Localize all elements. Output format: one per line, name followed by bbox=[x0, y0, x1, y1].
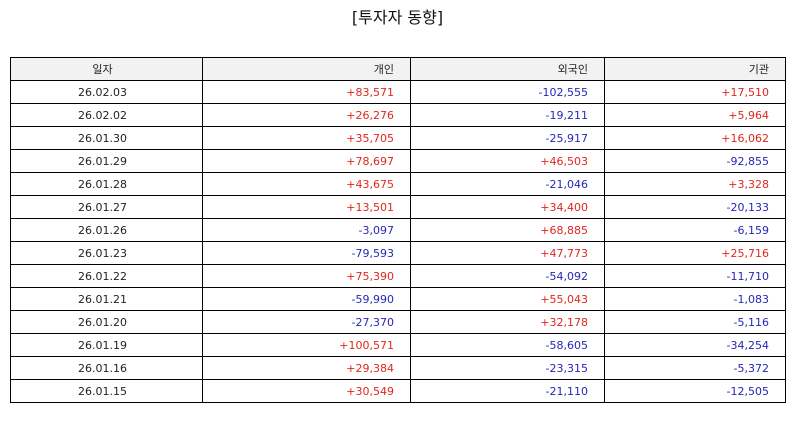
table-row: 26.01.15 +30,549 -21,110 -12,505 bbox=[10, 379, 786, 403]
table-row: 26.01.29 +78,697 +46,503 -92,855 bbox=[10, 149, 786, 173]
investor-trend-table: 일자 개인 외국인 기관 26.02.03 +83,571 -102,555 +17,… bbox=[10, 57, 786, 403]
header-row: 일자 개인 외국인 기관 bbox=[10, 57, 786, 81]
individual-cell: +26,276 bbox=[202, 103, 411, 127]
individual-cell: +30,549 bbox=[202, 379, 411, 403]
individual-cell: +13,501 bbox=[202, 195, 411, 219]
table-row: 26.01.26 -3,097 +68,885 -6,159 bbox=[10, 218, 786, 242]
individual-cell: +78,697 bbox=[202, 149, 411, 173]
foreign-cell: -19,211 bbox=[410, 103, 605, 127]
date-cell: 26.02.03 bbox=[10, 80, 203, 104]
institution-cell: -6,159 bbox=[604, 218, 786, 242]
foreign-cell: +46,503 bbox=[410, 149, 605, 173]
individual-cell: -59,990 bbox=[202, 287, 411, 311]
date-cell: 26.01.16 bbox=[10, 356, 203, 380]
institution-cell: +16,062 bbox=[604, 126, 786, 150]
individual-cell: +43,675 bbox=[202, 172, 411, 196]
foreign-cell: +55,043 bbox=[410, 287, 605, 311]
date-cell: 26.01.19 bbox=[10, 333, 203, 357]
date-cell: 26.01.30 bbox=[10, 126, 203, 150]
table-row: 26.01.30 +35,705 -25,917 +16,062 bbox=[10, 126, 786, 150]
page-title: [투자자 동향] bbox=[351, 8, 444, 27]
table-body: 26.02.03 +83,571 -102,555 +17,510 26.02.02 +2… bbox=[10, 80, 786, 403]
institution-cell: -34,254 bbox=[604, 333, 786, 357]
individual-cell: +100,571 bbox=[202, 333, 411, 357]
table-row: 26.02.03 +83,571 -102,555 +17,510 bbox=[10, 80, 786, 104]
institution-cell: +3,328 bbox=[604, 172, 786, 196]
institution-cell: -11,710 bbox=[604, 264, 786, 288]
institution-cell: -12,505 bbox=[604, 379, 786, 403]
institution-cell: -92,855 bbox=[604, 149, 786, 173]
foreign-cell: -54,092 bbox=[410, 264, 605, 288]
date-cell: 26.01.27 bbox=[10, 195, 203, 219]
date-cell: 26.01.21 bbox=[10, 287, 203, 311]
date-cell: 26.01.20 bbox=[10, 310, 203, 334]
date-cell: 26.01.22 bbox=[10, 264, 203, 288]
foreign-cell: +32,178 bbox=[410, 310, 605, 334]
individual-cell: +83,571 bbox=[202, 80, 411, 104]
foreign-cell: -23,315 bbox=[410, 356, 605, 380]
foreign-cell: +34,400 bbox=[410, 195, 605, 219]
table-header: 일자 개인 외국인 기관 bbox=[10, 57, 786, 81]
individual-cell: +75,390 bbox=[202, 264, 411, 288]
foreign-cell: -25,917 bbox=[410, 126, 605, 150]
table-row: 26.01.16 +29,384 -23,315 -5,372 bbox=[10, 356, 786, 380]
foreign-cell: -102,555 bbox=[410, 80, 605, 104]
institution-cell: -20,133 bbox=[604, 195, 786, 219]
foreign-cell: -58,605 bbox=[410, 333, 605, 357]
date-cell: 26.01.15 bbox=[10, 379, 203, 403]
institution-cell: +5,964 bbox=[604, 103, 786, 127]
individual-cell: +29,384 bbox=[202, 356, 411, 380]
table-row: 26.02.02 +26,276 -19,211 +5,964 bbox=[10, 103, 786, 127]
table-row: 26.01.23 -79,593 +47,773 +25,716 bbox=[10, 241, 786, 265]
header-date: 일자 bbox=[10, 57, 203, 81]
institution-cell: -1,083 bbox=[604, 287, 786, 311]
individual-cell: -27,370 bbox=[202, 310, 411, 334]
institution-cell: +25,716 bbox=[604, 241, 786, 265]
individual-cell: -79,593 bbox=[202, 241, 411, 265]
date-cell: 26.02.02 bbox=[10, 103, 203, 127]
foreign-cell: -21,110 bbox=[410, 379, 605, 403]
table-row: 26.01.20 -27,370 +32,178 -5,116 bbox=[10, 310, 786, 334]
foreign-cell: +68,885 bbox=[410, 218, 605, 242]
header-foreign: 외국인 bbox=[410, 57, 605, 81]
institution-cell: -5,116 bbox=[604, 310, 786, 334]
table-row: 26.01.19 +100,571 -58,605 -34,254 bbox=[10, 333, 786, 357]
table-row: 26.01.28 +43,675 -21,046 +3,328 bbox=[10, 172, 786, 196]
date-cell: 26.01.23 bbox=[10, 241, 203, 265]
date-cell: 26.01.29 bbox=[10, 149, 203, 173]
institution-cell: +17,510 bbox=[604, 80, 786, 104]
date-cell: 26.01.28 bbox=[10, 172, 203, 196]
foreign-cell: -21,046 bbox=[410, 172, 605, 196]
foreign-cell: +47,773 bbox=[410, 241, 605, 265]
date-cell: 26.01.26 bbox=[10, 218, 203, 242]
institution-cell: -5,372 bbox=[604, 356, 786, 380]
table-row: 26.01.21 -59,990 +55,043 -1,083 bbox=[10, 287, 786, 311]
table-row: 26.01.27 +13,501 +34,400 -20,133 bbox=[10, 195, 786, 219]
individual-cell: +35,705 bbox=[202, 126, 411, 150]
individual-cell: -3,097 bbox=[202, 218, 411, 242]
header-institution: 기관 bbox=[604, 57, 786, 81]
table-row: 26.01.22 +75,390 -54,092 -11,710 bbox=[10, 264, 786, 288]
header-individual: 개인 bbox=[202, 57, 411, 81]
